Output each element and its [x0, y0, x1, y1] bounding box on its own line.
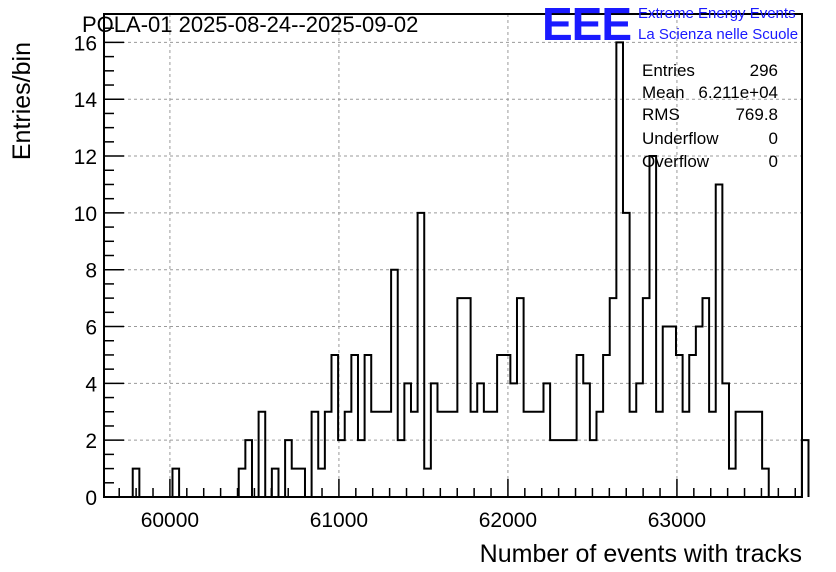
- y-tick-label-0: 0: [85, 487, 97, 510]
- stats-label-underflow: Underflow: [642, 129, 719, 148]
- stats-value-entries: 296: [750, 61, 778, 80]
- stats-label-mean: Mean: [642, 83, 685, 102]
- eee-logo: EEE Extreme Energy Events La Scienza nel…: [542, 0, 798, 50]
- x-axis-title: Number of events with tracks: [480, 540, 802, 568]
- stats-label-overflow: Overflow: [642, 152, 710, 171]
- y-tick-label-5: 10: [74, 203, 97, 226]
- x-tick-label-0: 60000: [141, 509, 199, 532]
- grid: [104, 14, 802, 497]
- stats-value-overflow: 0: [769, 152, 778, 171]
- y-tick-label-2: 4: [85, 373, 97, 396]
- y-tick-label-4: 8: [85, 260, 97, 283]
- x-tick-label-3: 63000: [648, 509, 706, 532]
- chart-title: POLA-01 2025-08-24--2025-09-02: [82, 12, 418, 37]
- stats-value-underflow: 0: [769, 129, 778, 148]
- stats-box: Entries 296 Mean 6.211e+04 RMS 769.8 Und…: [642, 61, 778, 171]
- y-tick-label-1: 2: [85, 430, 97, 453]
- stats-value-rms: 769.8: [735, 105, 778, 124]
- x-tick-label-2: 62000: [479, 509, 537, 532]
- y-tick-label-8: 16: [74, 32, 97, 55]
- y-tick-label-6: 12: [74, 146, 97, 169]
- y-tick-label-7: 14: [74, 89, 98, 112]
- y-tick-label-3: 6: [85, 317, 97, 340]
- eee-logo-line2: La Scienza nelle Scuole: [638, 26, 798, 43]
- stats-label-rms: RMS: [642, 105, 680, 124]
- histogram-outline: [131, 41, 810, 498]
- x-tick-label-1: 61000: [310, 509, 368, 532]
- eee-logo-letters: EEE: [542, 0, 631, 50]
- stats-value-mean: 6.211e+04: [698, 83, 778, 102]
- y-axis-title: Entries/bin: [8, 42, 36, 160]
- axis-ticks: 60000 61000 62000 63000 0 2 4 6 8 10 12 14 16: [74, 13, 796, 532]
- stats-label-entries: Entries: [642, 61, 695, 80]
- eee-logo-line1: Extreme Energy Events: [638, 5, 796, 22]
